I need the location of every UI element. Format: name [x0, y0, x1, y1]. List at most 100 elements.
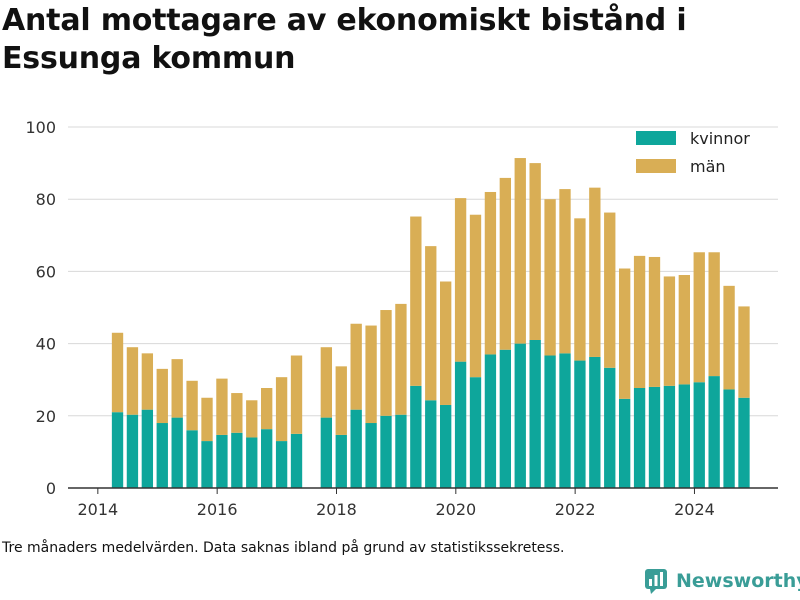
bar-kvinnor	[454, 361, 467, 488]
bar-man	[141, 353, 154, 410]
bar-man	[574, 218, 586, 361]
bar-kvinnor	[261, 429, 273, 488]
bar-kvinnor	[395, 414, 407, 488]
legend-swatch-man	[636, 159, 676, 173]
bar-man	[290, 355, 303, 434]
bar-man	[738, 306, 750, 398]
bar-kvinnor	[514, 343, 526, 488]
bar-man	[410, 216, 422, 386]
bar-kvinnor	[201, 441, 213, 488]
bar-kvinnor	[290, 433, 303, 488]
bar-kvinnor	[484, 354, 497, 488]
bar-man	[186, 380, 198, 431]
bar-kvinnor	[365, 423, 377, 488]
bar-kvinnor	[693, 382, 705, 488]
brand: Newsworthy	[644, 568, 800, 594]
bar-kvinnor	[723, 389, 735, 488]
newsworthy-logo-icon	[645, 569, 667, 594]
bar-man	[335, 366, 347, 435]
y-tick-label: 0	[46, 479, 56, 498]
y-tick-label: 60	[36, 262, 56, 281]
bar-kvinnor	[589, 356, 601, 488]
bar-kvinnor	[633, 388, 646, 488]
bar-man	[469, 214, 482, 378]
x-tick-label: 2014	[77, 500, 118, 519]
bar-man	[559, 189, 571, 354]
bar-kvinnor	[335, 434, 347, 488]
y-tick-label: 40	[36, 335, 56, 354]
bar-man	[529, 163, 541, 340]
bar-man	[216, 378, 228, 435]
bar-man	[499, 177, 512, 350]
bar-man	[156, 368, 168, 424]
bar-man	[425, 246, 437, 401]
bar-kvinnor	[141, 409, 154, 488]
bar-man	[663, 276, 676, 386]
x-tick-label: 2016	[197, 500, 238, 519]
bar-man	[171, 359, 183, 418]
bar-kvinnor	[663, 385, 676, 488]
bar-kvinnor	[469, 377, 482, 488]
bar-kvinnor	[618, 398, 631, 488]
legend: kvinnor män	[636, 124, 750, 180]
bar-man	[514, 158, 526, 344]
bar-kvinnor	[350, 409, 362, 488]
bar-man	[320, 347, 333, 418]
bar-kvinnor	[440, 404, 452, 488]
y-tick-label: 20	[36, 407, 56, 426]
bar-kvinnor	[678, 384, 690, 488]
bar-man	[275, 377, 288, 442]
legend-label-kvinnor: kvinnor	[690, 128, 750, 148]
bar-man	[544, 199, 556, 356]
bar-man	[678, 275, 690, 385]
bar-kvinnor	[604, 367, 616, 488]
bar-man	[350, 323, 362, 410]
bar-man	[231, 393, 243, 433]
bar-kvinnor	[186, 430, 198, 488]
bar-kvinnor	[126, 414, 139, 488]
bar-kvinnor	[425, 400, 437, 488]
bar-man	[440, 281, 452, 405]
bar-kvinnor	[380, 415, 392, 488]
bar-kvinnor	[499, 349, 512, 488]
y-tick-label: 100	[25, 118, 56, 137]
bar-man	[365, 325, 377, 424]
bar-kvinnor	[320, 417, 333, 488]
bar-man	[380, 310, 392, 416]
bar-kvinnor	[216, 434, 228, 488]
x-tick-label: 2020	[435, 500, 476, 519]
bar-man	[708, 252, 720, 377]
legend-item-kvinnor: kvinnor	[636, 124, 750, 152]
bar-kvinnor	[529, 339, 541, 488]
axes: 0 20 40 60 80 100 2014 2016 2018 2020 2022 2024	[25, 118, 778, 519]
legend-item-man: män	[636, 152, 750, 180]
bar-kvinnor	[231, 432, 243, 488]
bar-man	[246, 400, 258, 438]
bar-kvinnor	[559, 353, 571, 488]
bar-man	[126, 347, 139, 415]
bar-man	[454, 198, 467, 362]
bar-kvinnor	[738, 397, 750, 488]
bar-man	[723, 285, 735, 390]
bar-man	[648, 256, 661, 387]
x-tick-label: 2018	[316, 500, 357, 519]
bar-kvinnor	[648, 386, 661, 488]
y-tick-label: 80	[36, 190, 56, 209]
footnote: Tre månaders medelvärden. Data saknas ib…	[2, 540, 565, 556]
bar-kvinnor	[410, 385, 422, 488]
bar-man	[395, 303, 407, 415]
legend-swatch-kvinnor	[636, 131, 676, 145]
legend-label-man: män	[690, 156, 726, 176]
x-tick-label: 2022	[555, 500, 596, 519]
bar-man	[201, 397, 213, 442]
bar-man	[604, 212, 616, 368]
bar-kvinnor	[708, 376, 720, 488]
bars	[111, 158, 750, 488]
page-title: Antal mottagare av ekonomiskt bistånd i …	[2, 3, 687, 76]
bar-kvinnor	[544, 355, 556, 488]
x-tick-label: 2024	[674, 500, 715, 519]
bar-kvinnor	[171, 417, 183, 488]
bar-man	[589, 187, 601, 357]
bar-man	[484, 191, 497, 355]
